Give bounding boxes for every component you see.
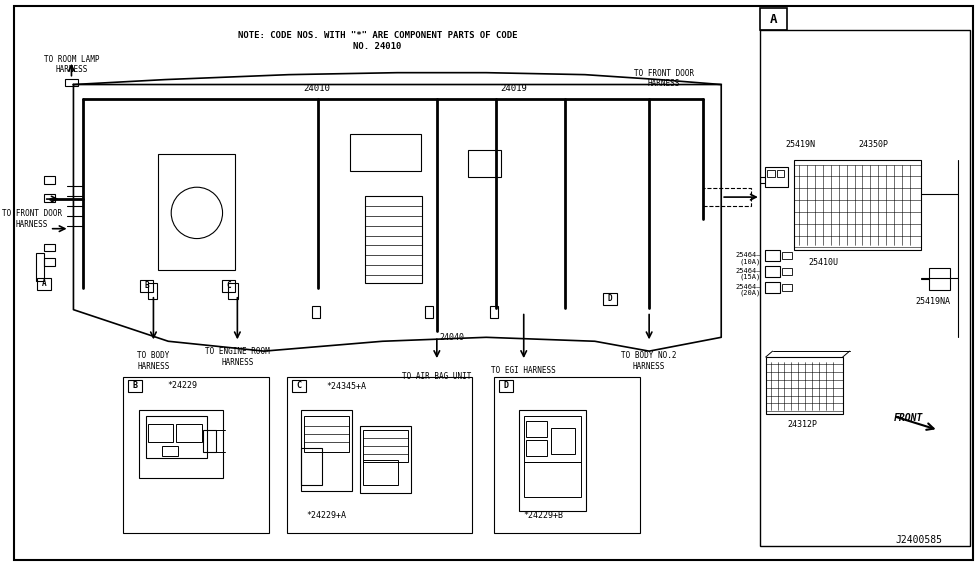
Text: *24345+A: *24345+A: [326, 382, 366, 391]
Text: TO EGI HARNESS: TO EGI HARNESS: [491, 366, 556, 375]
Text: 25419N: 25419N: [785, 140, 815, 149]
Bar: [795, 160, 920, 250]
Bar: [526, 440, 547, 456]
Bar: [300, 448, 323, 486]
Text: 25410U: 25410U: [809, 258, 838, 267]
Bar: [783, 268, 793, 275]
Bar: [363, 430, 409, 462]
Bar: [363, 460, 399, 486]
Text: TO AIR BAG UNIT: TO AIR BAG UNIT: [402, 372, 472, 381]
Text: (15A): (15A): [739, 274, 760, 280]
Text: 25464—: 25464—: [735, 252, 760, 258]
Bar: [603, 293, 616, 305]
Bar: [552, 428, 575, 454]
Text: A: A: [42, 280, 46, 289]
Bar: [221, 280, 235, 292]
Bar: [764, 250, 780, 261]
Bar: [764, 282, 780, 293]
Text: 24010: 24010: [303, 84, 330, 93]
Bar: [176, 424, 202, 442]
Bar: [128, 380, 141, 392]
Bar: [303, 417, 349, 452]
Bar: [766, 170, 774, 177]
Bar: [312, 306, 321, 318]
Bar: [228, 283, 238, 299]
Bar: [499, 380, 513, 392]
Bar: [526, 421, 547, 437]
Text: B: B: [133, 381, 137, 390]
Bar: [764, 266, 780, 277]
Bar: [760, 8, 788, 30]
Text: TO ENGINE ROOM
HARNESS: TO ENGINE ROOM HARNESS: [205, 348, 270, 367]
Text: (20A): (20A): [739, 290, 760, 296]
Text: D: D: [607, 294, 612, 303]
Bar: [292, 380, 305, 392]
Bar: [147, 283, 157, 299]
Bar: [519, 410, 586, 511]
Bar: [203, 430, 215, 452]
Bar: [287, 377, 472, 533]
Bar: [147, 424, 174, 442]
Bar: [44, 194, 55, 202]
Text: *24229: *24229: [167, 381, 197, 390]
Bar: [524, 417, 581, 462]
Text: 25464—: 25464—: [735, 268, 760, 274]
Text: 24350P: 24350P: [858, 140, 888, 149]
Bar: [138, 410, 222, 478]
Text: NOTE: CODE NOS. WITH "*" ARE COMPONENT PARTS OF CODE
NO. 24010: NOTE: CODE NOS. WITH "*" ARE COMPONENT P…: [238, 31, 518, 50]
Bar: [928, 268, 951, 290]
Bar: [760, 30, 970, 546]
Bar: [765, 357, 842, 414]
Text: J2400585: J2400585: [895, 535, 942, 544]
Text: FRONT: FRONT: [894, 413, 923, 423]
Bar: [300, 410, 352, 491]
Bar: [425, 306, 433, 318]
Bar: [490, 306, 498, 318]
Bar: [350, 134, 421, 171]
Bar: [162, 446, 178, 456]
Bar: [776, 170, 785, 177]
Text: A: A: [770, 13, 777, 26]
Text: TO FRONT DOOR
HARNESS: TO FRONT DOOR HARNESS: [634, 69, 694, 88]
Text: (10A): (10A): [739, 258, 760, 264]
Text: TO FRONT DOOR
HARNESS: TO FRONT DOOR HARNESS: [2, 209, 62, 229]
Bar: [703, 188, 751, 206]
Text: *24229+B: *24229+B: [524, 511, 564, 520]
Text: C: C: [296, 381, 301, 390]
Bar: [44, 258, 55, 266]
Bar: [365, 196, 422, 283]
Text: 24312P: 24312P: [787, 420, 817, 428]
Text: B: B: [144, 281, 149, 290]
Bar: [468, 149, 501, 177]
Bar: [524, 462, 581, 498]
Bar: [123, 377, 269, 533]
Text: 24019: 24019: [500, 84, 527, 93]
Bar: [360, 426, 411, 494]
Bar: [36, 254, 44, 281]
Bar: [44, 177, 55, 185]
Bar: [783, 284, 793, 291]
Bar: [139, 280, 153, 292]
Bar: [64, 79, 78, 87]
Text: TO BODY
HARNESS: TO BODY HARNESS: [137, 351, 170, 371]
Text: TO BODY NO.2
HARNESS: TO BODY NO.2 HARNESS: [621, 351, 677, 371]
Bar: [494, 377, 641, 533]
Text: C: C: [226, 281, 231, 290]
Bar: [37, 278, 51, 290]
Bar: [44, 243, 55, 251]
Bar: [145, 417, 207, 458]
Bar: [158, 153, 235, 270]
Text: D: D: [503, 381, 508, 390]
Bar: [764, 168, 789, 187]
Bar: [783, 252, 793, 259]
Text: 25419NA: 25419NA: [916, 297, 950, 306]
Text: 24040: 24040: [440, 333, 465, 342]
Text: 25464—: 25464—: [735, 284, 760, 290]
Text: TO ROOM LAMP
HARNESS: TO ROOM LAMP HARNESS: [44, 55, 99, 75]
Text: *24229+A: *24229+A: [306, 511, 346, 520]
